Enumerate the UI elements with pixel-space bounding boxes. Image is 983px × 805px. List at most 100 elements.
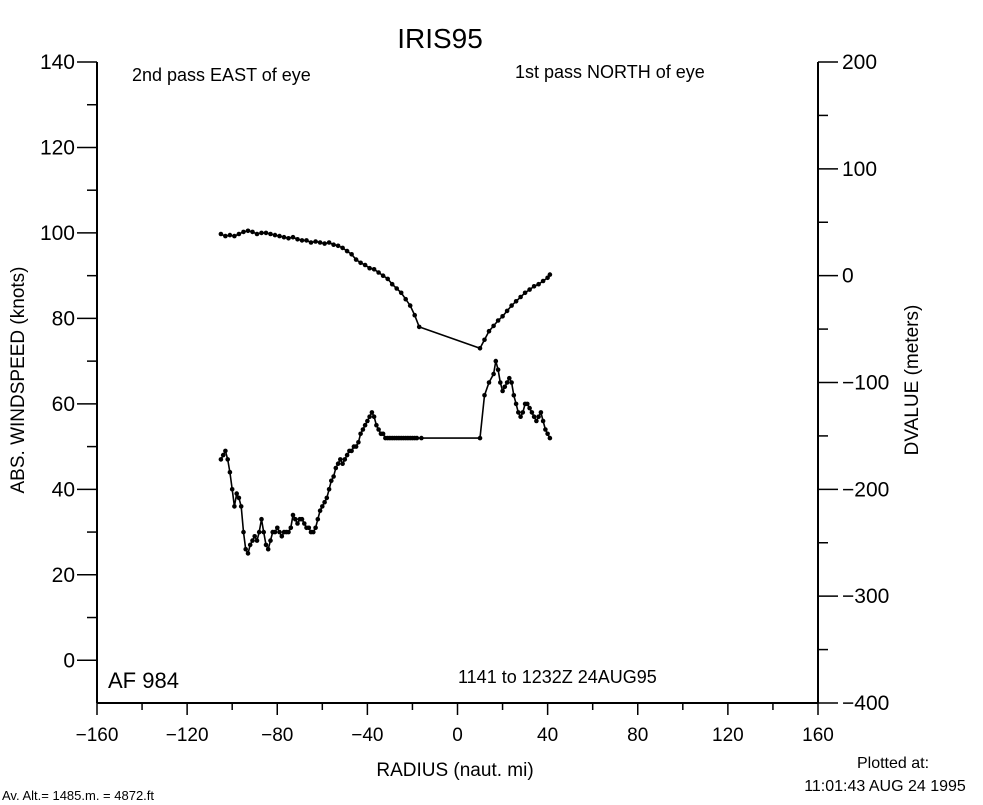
- series-2-point: [498, 380, 503, 385]
- series-2-point: [218, 457, 224, 462]
- series-1-point: [389, 281, 395, 287]
- series-2-point: [256, 529, 262, 535]
- series-2-point: [513, 401, 519, 407]
- series-2-point: [482, 393, 487, 398]
- series-2-point: [293, 516, 298, 522]
- series-2-point: [322, 499, 327, 505]
- y2-tick-label: −100: [842, 372, 889, 395]
- series-2-point: [374, 422, 379, 428]
- y2-tick-label: 200: [842, 51, 877, 74]
- plotted-time: 11:01:43 AUG 24 1995: [804, 778, 966, 795]
- series-1-point: [486, 328, 492, 334]
- series-1-point: [522, 290, 528, 296]
- series-2-point: [241, 529, 246, 535]
- series-1-point: [412, 312, 418, 318]
- series-1-point: [482, 337, 487, 343]
- series-2-point: [349, 448, 354, 454]
- series-1-point: [353, 257, 359, 262]
- series-2-point: [302, 521, 307, 526]
- series-1-point: [504, 308, 510, 314]
- series-2-point: [225, 457, 230, 462]
- series-2-point: [414, 435, 420, 441]
- series-2-point: [547, 435, 553, 441]
- series-1-point: [313, 239, 318, 244]
- series-2-point: [243, 546, 248, 552]
- series-1-point: [477, 346, 483, 351]
- series-2-point: [245, 551, 251, 556]
- series-2-point: [227, 469, 233, 475]
- series-2-point: [299, 516, 305, 522]
- y2-tick-label: −400: [842, 692, 889, 715]
- series-2-point: [220, 452, 226, 458]
- y-tick-label: 20: [52, 564, 75, 587]
- x-tick-label: −40: [351, 725, 383, 746]
- series-1-point: [547, 272, 553, 277]
- x-tick-label: −160: [76, 725, 119, 746]
- series-1-point: [416, 324, 422, 330]
- series-2-point: [268, 538, 273, 543]
- y2-tick-label: −200: [842, 478, 889, 501]
- series-1-point: [322, 241, 327, 246]
- series-2-point: [356, 440, 361, 445]
- series-2-point: [279, 534, 285, 539]
- series-2-point: [259, 516, 264, 522]
- series-1-point: [227, 232, 233, 238]
- series-1-point: [367, 265, 372, 271]
- series-2-point: [254, 538, 260, 543]
- series-2-point: [509, 380, 514, 385]
- series-1-point: [509, 303, 514, 308]
- series-1-point: [254, 231, 260, 237]
- series-2-point: [493, 358, 499, 364]
- series-2-point: [335, 461, 341, 467]
- series-2-point: [313, 525, 318, 531]
- series-1-point: [304, 238, 309, 243]
- series-2-point: [419, 435, 424, 441]
- series-2-point: [520, 410, 526, 415]
- series-2-point: [531, 414, 537, 420]
- x-tick-label: 120: [712, 725, 744, 746]
- series-1-point: [540, 278, 546, 284]
- series-2-point: [486, 380, 492, 385]
- series-2-point: [286, 529, 291, 535]
- series-1-point: [263, 230, 269, 236]
- series-2-point: [491, 371, 496, 377]
- series-layer: [218, 228, 553, 556]
- series-1-point: [241, 229, 246, 235]
- series-2-point: [320, 504, 325, 509]
- y-tick-label: 60: [52, 393, 75, 416]
- series-1-point: [371, 267, 377, 272]
- series-1-point: [290, 234, 296, 240]
- series-2-point: [290, 512, 296, 518]
- series-1-point: [272, 232, 278, 238]
- series-1-point: [223, 233, 228, 239]
- series-2-point: [261, 529, 267, 535]
- series-2-point: [315, 516, 321, 522]
- y-tick-label: 120: [40, 136, 75, 159]
- y-axis-label: ABS. WINDSPEED (knots): [8, 267, 29, 494]
- series-2-point: [543, 427, 548, 432]
- series-1-point: [326, 240, 332, 245]
- series-2-point: [265, 546, 271, 552]
- series-1-point: [495, 318, 501, 323]
- series-2-point: [344, 452, 350, 458]
- series-2-point: [367, 414, 372, 420]
- series-1-point: [385, 276, 391, 282]
- series-2-point: [250, 538, 255, 543]
- x-tick-label: 80: [627, 725, 648, 746]
- series-1-point: [317, 240, 323, 245]
- series-1-point: [340, 245, 345, 251]
- series-2-point: [338, 457, 343, 462]
- series-1-point: [527, 287, 532, 292]
- series-1-point: [250, 229, 255, 235]
- x-tick-label: 160: [802, 725, 834, 746]
- series-2-point: [295, 521, 300, 526]
- series-2-point: [534, 418, 539, 424]
- series-2-point: [223, 448, 228, 454]
- y2-tick-label: 0: [842, 265, 854, 288]
- series-2-point: [358, 431, 363, 437]
- series-1-point: [286, 236, 291, 241]
- series-2-point: [234, 491, 239, 496]
- series-2-point: [502, 384, 508, 390]
- series-2-point: [324, 495, 330, 501]
- series-2-point: [333, 465, 339, 471]
